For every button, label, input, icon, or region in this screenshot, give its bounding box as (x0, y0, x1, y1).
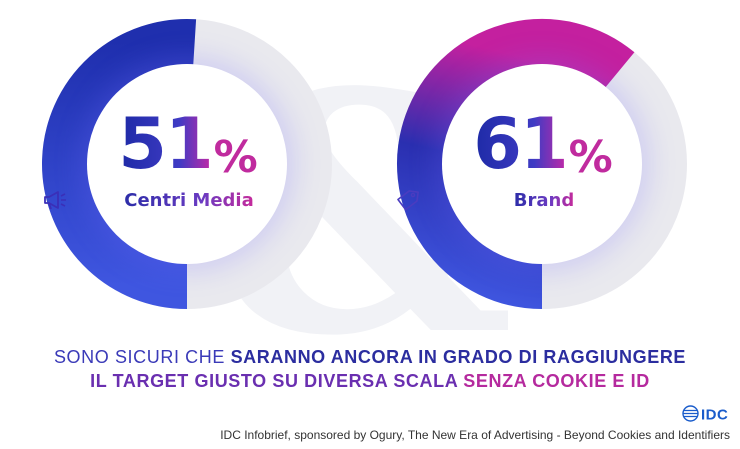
percent-sign: % (568, 132, 613, 183)
donut-center (442, 64, 642, 264)
idc-logo-text: IDC (701, 406, 729, 424)
headline-line-2-part-1: IL TARGET GIUSTO SU DIVERSA SCALA (90, 371, 464, 391)
donut-2-svg (397, 19, 687, 309)
percentage-number: 51 (118, 103, 213, 185)
donut-chart-centri-media: 51% Centri Media (42, 19, 332, 309)
category-label-text: Brand (513, 190, 575, 211)
donut-center (87, 64, 287, 264)
percentage-number: 61 (473, 103, 568, 185)
headline-line-2-part-2: SENZA COOKIE E ID (463, 371, 650, 391)
source-footnote: IDC Infobrief, sponsored by Ogury, The N… (220, 428, 730, 442)
percentage-value: 51% (42, 109, 332, 183)
headline: SONO SICURI CHE SARANNO ANCORA IN GRADO … (0, 345, 740, 393)
headline-line-2: IL TARGET GIUSTO SU DIVERSA SCALA SENZA … (0, 369, 740, 393)
idc-globe-icon (682, 405, 699, 426)
category-label-text: Centri Media (124, 190, 254, 211)
donut-1-svg (42, 19, 332, 309)
percent-sign: % (213, 132, 258, 183)
category-label: Centri Media (42, 189, 332, 213)
headline-line-1: SONO SICURI CHE SARANNO ANCORA IN GRADO … (0, 345, 740, 369)
headline-line-1-plain: SONO SICURI CHE (53, 347, 231, 367)
donut-value-arc (397, 19, 635, 309)
headline-line-1-bold: SARANNO ANCORA IN GRADO DI RAGGIUNGERE (230, 347, 687, 367)
category-label: Brand (397, 189, 687, 213)
idc-logo: IDC (682, 405, 728, 426)
percentage-value: 61% (397, 109, 687, 183)
donut-value-arc (42, 19, 197, 309)
donut-chart-brand: 61% Brand (397, 19, 687, 309)
